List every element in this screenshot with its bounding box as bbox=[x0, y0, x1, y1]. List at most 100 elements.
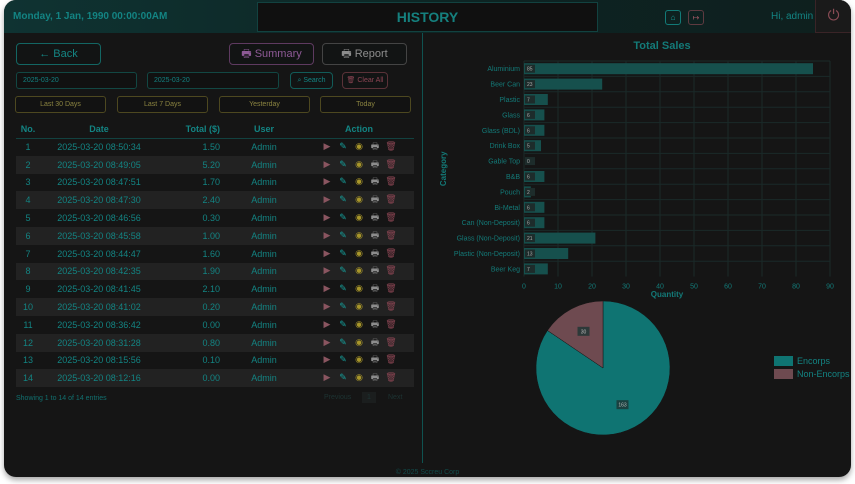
play-icon[interactable]: ▶ bbox=[323, 158, 331, 169]
edit-icon[interactable]: ✎ bbox=[339, 265, 347, 276]
col-user[interactable]: User bbox=[224, 120, 304, 139]
home-button[interactable]: ⌂ bbox=[665, 10, 681, 25]
view-icon[interactable]: ◉ bbox=[355, 283, 363, 294]
previous-button[interactable]: Previous bbox=[324, 394, 352, 401]
bar-value-label: 7 bbox=[527, 98, 530, 104]
summary-button[interactable]: 🖶 Summary bbox=[229, 43, 314, 65]
view-icon[interactable]: ◉ bbox=[355, 265, 363, 276]
clear-all-button[interactable]: 🗑 Clear All bbox=[342, 72, 388, 89]
play-icon[interactable]: ▶ bbox=[323, 229, 331, 240]
play-icon[interactable]: ▶ bbox=[323, 354, 331, 365]
print-icon[interactable]: 🖶 bbox=[370, 301, 380, 312]
edit-icon[interactable]: ✎ bbox=[339, 336, 347, 347]
page-1-button[interactable]: 1 bbox=[362, 392, 376, 403]
print-icon[interactable]: 🖶 bbox=[370, 318, 380, 329]
print-icon[interactable]: 🖶 bbox=[370, 247, 380, 258]
print-icon[interactable]: 🖶 bbox=[370, 194, 380, 205]
bar-label-bg bbox=[525, 218, 535, 227]
back-button[interactable]: ← Back bbox=[16, 43, 101, 65]
play-icon[interactable]: ▶ bbox=[323, 141, 331, 152]
power-button[interactable]: ⏻ bbox=[815, 0, 851, 33]
search-icon: ⌕ bbox=[297, 77, 304, 84]
view-icon[interactable]: ◉ bbox=[355, 229, 363, 240]
print-icon[interactable]: 🖶 bbox=[370, 336, 380, 347]
edit-icon[interactable]: ✎ bbox=[339, 354, 347, 365]
view-icon[interactable]: ◉ bbox=[355, 301, 363, 312]
edit-icon[interactable]: ✎ bbox=[339, 176, 347, 187]
delete-icon[interactable]: 🗑 bbox=[385, 318, 397, 329]
delete-icon[interactable]: 🗑 bbox=[385, 141, 397, 152]
col-date[interactable]: Date bbox=[40, 120, 158, 139]
date-from-input[interactable]: 2025-03-20 bbox=[16, 72, 137, 89]
edit-icon[interactable]: ✎ bbox=[339, 158, 347, 169]
print-icon[interactable]: 🖶 bbox=[370, 229, 380, 240]
print-icon[interactable]: 🖶 bbox=[370, 141, 380, 152]
edit-icon[interactable]: ✎ bbox=[339, 372, 347, 383]
view-icon[interactable]: ◉ bbox=[355, 194, 363, 205]
print-icon[interactable]: 🖶 bbox=[370, 176, 380, 187]
print-icon[interactable]: 🖶 bbox=[370, 354, 380, 365]
delete-icon[interactable]: 🗑 bbox=[385, 265, 397, 276]
delete-icon[interactable]: 🗑 bbox=[385, 212, 397, 223]
play-icon[interactable]: ▶ bbox=[323, 265, 331, 276]
view-icon[interactable]: ◉ bbox=[355, 372, 363, 383]
view-icon[interactable]: ◉ bbox=[355, 141, 363, 152]
delete-icon[interactable]: 🗑 bbox=[385, 229, 397, 240]
edit-icon[interactable]: ✎ bbox=[339, 194, 347, 205]
edit-icon[interactable]: ✎ bbox=[339, 229, 347, 240]
today-button[interactable]: Today bbox=[320, 96, 411, 113]
date-to-input[interactable]: 2025-03-20 bbox=[147, 72, 279, 89]
edit-icon[interactable]: ✎ bbox=[339, 247, 347, 258]
play-icon[interactable]: ▶ bbox=[323, 336, 331, 347]
next-button[interactable]: Next bbox=[388, 394, 403, 401]
bar-label-bg bbox=[525, 172, 535, 181]
delete-icon[interactable]: 🗑 bbox=[385, 176, 397, 187]
view-icon[interactable]: ◉ bbox=[355, 247, 363, 258]
edit-icon[interactable]: ✎ bbox=[339, 212, 347, 223]
col-total[interactable]: Total ($) bbox=[158, 120, 224, 139]
col-no[interactable]: No. bbox=[16, 120, 40, 139]
edit-icon[interactable]: ✎ bbox=[339, 318, 347, 329]
pie-label-bg bbox=[577, 326, 590, 336]
row-actions: ▶ ✎ ◉ 🖶 🗑 bbox=[304, 333, 414, 352]
report-button[interactable]: 🖶 Report bbox=[322, 43, 407, 65]
row-total: 0.20 bbox=[158, 298, 224, 316]
delete-icon[interactable]: 🗑 bbox=[385, 354, 397, 365]
delete-icon[interactable]: 🗑 bbox=[385, 158, 397, 169]
print-icon[interactable]: 🖶 bbox=[370, 265, 380, 276]
play-icon[interactable]: ▶ bbox=[323, 301, 331, 312]
yesterday-button[interactable]: Yesterday bbox=[219, 96, 310, 113]
delete-icon[interactable]: 🗑 bbox=[385, 283, 397, 294]
delete-icon[interactable]: 🗑 bbox=[385, 336, 397, 347]
row-no: 11 bbox=[16, 315, 40, 334]
view-icon[interactable]: ◉ bbox=[355, 336, 363, 347]
view-icon[interactable]: ◉ bbox=[355, 354, 363, 365]
delete-icon[interactable]: 🗑 bbox=[385, 372, 397, 383]
play-icon[interactable]: ▶ bbox=[323, 318, 331, 329]
row-actions: ▶ ✎ ◉ 🖶 🗑 bbox=[304, 191, 414, 210]
play-icon[interactable]: ▶ bbox=[323, 283, 331, 294]
view-icon[interactable]: ◉ bbox=[355, 158, 363, 169]
delete-icon[interactable]: 🗑 bbox=[385, 194, 397, 205]
print-icon[interactable]: 🖶 bbox=[370, 212, 380, 223]
delete-icon[interactable]: 🗑 bbox=[385, 247, 397, 258]
play-icon[interactable]: ▶ bbox=[323, 212, 331, 223]
print-icon[interactable]: 🖶 bbox=[370, 372, 380, 383]
logout-button[interactable]: ↦ bbox=[688, 10, 704, 25]
print-icon[interactable]: 🖶 bbox=[370, 158, 380, 169]
edit-icon[interactable]: ✎ bbox=[339, 141, 347, 152]
play-icon[interactable]: ▶ bbox=[323, 372, 331, 383]
view-icon[interactable]: ◉ bbox=[355, 212, 363, 223]
delete-icon[interactable]: 🗑 bbox=[385, 301, 397, 312]
play-icon[interactable]: ▶ bbox=[323, 194, 331, 205]
edit-icon[interactable]: ✎ bbox=[339, 283, 347, 294]
last-30-days-button[interactable]: Last 30 Days bbox=[15, 96, 106, 113]
view-icon[interactable]: ◉ bbox=[355, 318, 363, 329]
play-icon[interactable]: ▶ bbox=[323, 247, 331, 258]
edit-icon[interactable]: ✎ bbox=[339, 301, 347, 312]
play-icon[interactable]: ▶ bbox=[323, 176, 331, 187]
view-icon[interactable]: ◉ bbox=[355, 176, 363, 187]
print-icon[interactable]: 🖶 bbox=[370, 283, 380, 294]
search-button[interactable]: ⌕ Search bbox=[290, 72, 333, 89]
last-7-days-button[interactable]: Last 7 Days bbox=[117, 96, 208, 113]
